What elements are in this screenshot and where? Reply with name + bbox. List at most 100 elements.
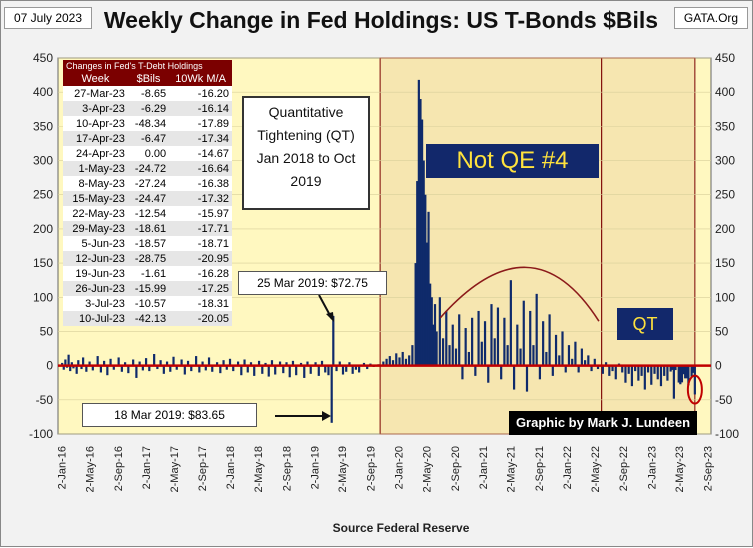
y-tick-label-left: 300 bbox=[33, 154, 53, 168]
bar bbox=[461, 365, 464, 380]
y-tick-label-right: 150 bbox=[715, 256, 735, 270]
table-row: 15-May-23 -24.47 -17.32 bbox=[63, 191, 232, 206]
bar bbox=[427, 211, 430, 366]
table-cell-ma: -20.05 bbox=[169, 311, 232, 326]
table-cell-bils: -42.13 bbox=[127, 311, 170, 326]
qt-note-line: Quantitative bbox=[268, 104, 344, 120]
bar bbox=[587, 355, 590, 366]
bar bbox=[257, 360, 261, 366]
bar bbox=[127, 365, 130, 374]
bar bbox=[274, 365, 277, 375]
bar bbox=[545, 351, 548, 366]
x-tick-label: 2-Sep-20 bbox=[450, 446, 462, 491]
table-row: 10-Jul-23 -42.13 -20.05 bbox=[63, 311, 232, 326]
table-cell-ma: -16.64 bbox=[169, 161, 232, 176]
bar bbox=[291, 360, 295, 366]
bar bbox=[430, 297, 433, 366]
table-cell-bils: -28.75 bbox=[127, 251, 170, 266]
bar bbox=[330, 365, 333, 423]
bar bbox=[542, 321, 545, 366]
x-tick-label: 2-Sep-16 bbox=[113, 446, 125, 491]
bar bbox=[451, 324, 454, 366]
table-row: 3-Apr-23 -6.29 -16.14 bbox=[63, 101, 232, 116]
table-row: 17-Apr-23 -6.47 -17.34 bbox=[63, 131, 232, 146]
table-cell-bils: -15.99 bbox=[127, 281, 170, 296]
bar bbox=[222, 360, 225, 366]
bar bbox=[103, 360, 106, 366]
source-label: Source Federal Reserve bbox=[332, 521, 470, 535]
bar bbox=[634, 365, 637, 372]
bar bbox=[692, 365, 695, 373]
bar bbox=[419, 99, 422, 366]
x-tick-label: 2-May-20 bbox=[421, 446, 433, 492]
bar bbox=[243, 359, 246, 366]
bar bbox=[672, 365, 675, 399]
table-cell-bils: 0.00 bbox=[127, 146, 170, 161]
bar bbox=[420, 119, 424, 366]
bar bbox=[429, 283, 432, 366]
bar bbox=[80, 365, 83, 370]
bar bbox=[332, 315, 335, 366]
bar bbox=[327, 365, 330, 376]
bar bbox=[270, 360, 274, 366]
bar bbox=[388, 356, 391, 366]
bar bbox=[624, 365, 627, 383]
table-cell-ma: -18.71 bbox=[169, 236, 232, 251]
table-cell-week: 10-Jul-23 bbox=[63, 311, 128, 326]
table-cell-ma: -17.32 bbox=[169, 191, 232, 206]
bar bbox=[82, 357, 85, 366]
bar bbox=[671, 365, 674, 370]
bar bbox=[467, 351, 470, 366]
table-cell-week: 5-Jun-23 bbox=[63, 236, 128, 251]
table-cell-week: 10-Apr-23 bbox=[63, 116, 128, 131]
table-row: 8-May-23 -27.24 -16.38 bbox=[63, 176, 232, 191]
bar bbox=[159, 360, 162, 366]
table-row: 5-Jun-23 -18.57 -18.71 bbox=[63, 236, 232, 251]
table-cell-ma: -16.38 bbox=[169, 176, 232, 191]
table-row: 26-Jun-23 -15.99 -17.25 bbox=[63, 281, 232, 296]
bar bbox=[564, 365, 567, 373]
bar bbox=[395, 353, 398, 366]
bar bbox=[445, 310, 448, 366]
y-tick-label-right: 350 bbox=[715, 119, 735, 133]
table-header-ma: 10Wk M/A bbox=[169, 72, 232, 86]
bar bbox=[156, 365, 159, 370]
bar bbox=[448, 345, 451, 366]
table-cell-bils: -1.61 bbox=[127, 266, 170, 281]
table-row: 27-Mar-23 -8.65 -16.20 bbox=[63, 86, 232, 101]
y-tick-label-left: -50 bbox=[36, 393, 54, 407]
bar bbox=[529, 310, 532, 366]
bar bbox=[261, 365, 264, 374]
table-cell-week: 27-Mar-23 bbox=[63, 86, 128, 101]
bar bbox=[345, 365, 348, 372]
table-cell-week: 24-Apr-23 bbox=[63, 146, 128, 161]
y-tick-label-left: 350 bbox=[33, 119, 53, 133]
bar bbox=[62, 365, 65, 370]
bar bbox=[637, 365, 640, 381]
bar bbox=[112, 365, 115, 370]
qt-label: QT bbox=[617, 308, 673, 340]
bar bbox=[608, 365, 611, 376]
bar bbox=[458, 314, 461, 366]
trend-arc bbox=[439, 266, 600, 322]
bar bbox=[551, 365, 554, 376]
bar bbox=[135, 365, 138, 378]
bar bbox=[593, 358, 596, 366]
bar bbox=[207, 357, 211, 366]
bar bbox=[693, 365, 696, 395]
bar bbox=[335, 365, 338, 372]
table-cell-bils: -18.57 bbox=[127, 236, 170, 251]
bar bbox=[500, 365, 503, 380]
y-tick-label-right: 300 bbox=[715, 154, 735, 168]
bar bbox=[96, 356, 99, 366]
table-cell-ma: -16.28 bbox=[169, 266, 232, 281]
bar bbox=[483, 321, 487, 366]
table-cell-bils: -48.34 bbox=[127, 116, 170, 131]
bar bbox=[267, 365, 270, 377]
bar bbox=[687, 365, 690, 386]
bar bbox=[646, 365, 650, 373]
bar bbox=[341, 365, 345, 375]
bar bbox=[249, 362, 253, 366]
bar bbox=[201, 361, 204, 366]
bar bbox=[253, 365, 256, 376]
